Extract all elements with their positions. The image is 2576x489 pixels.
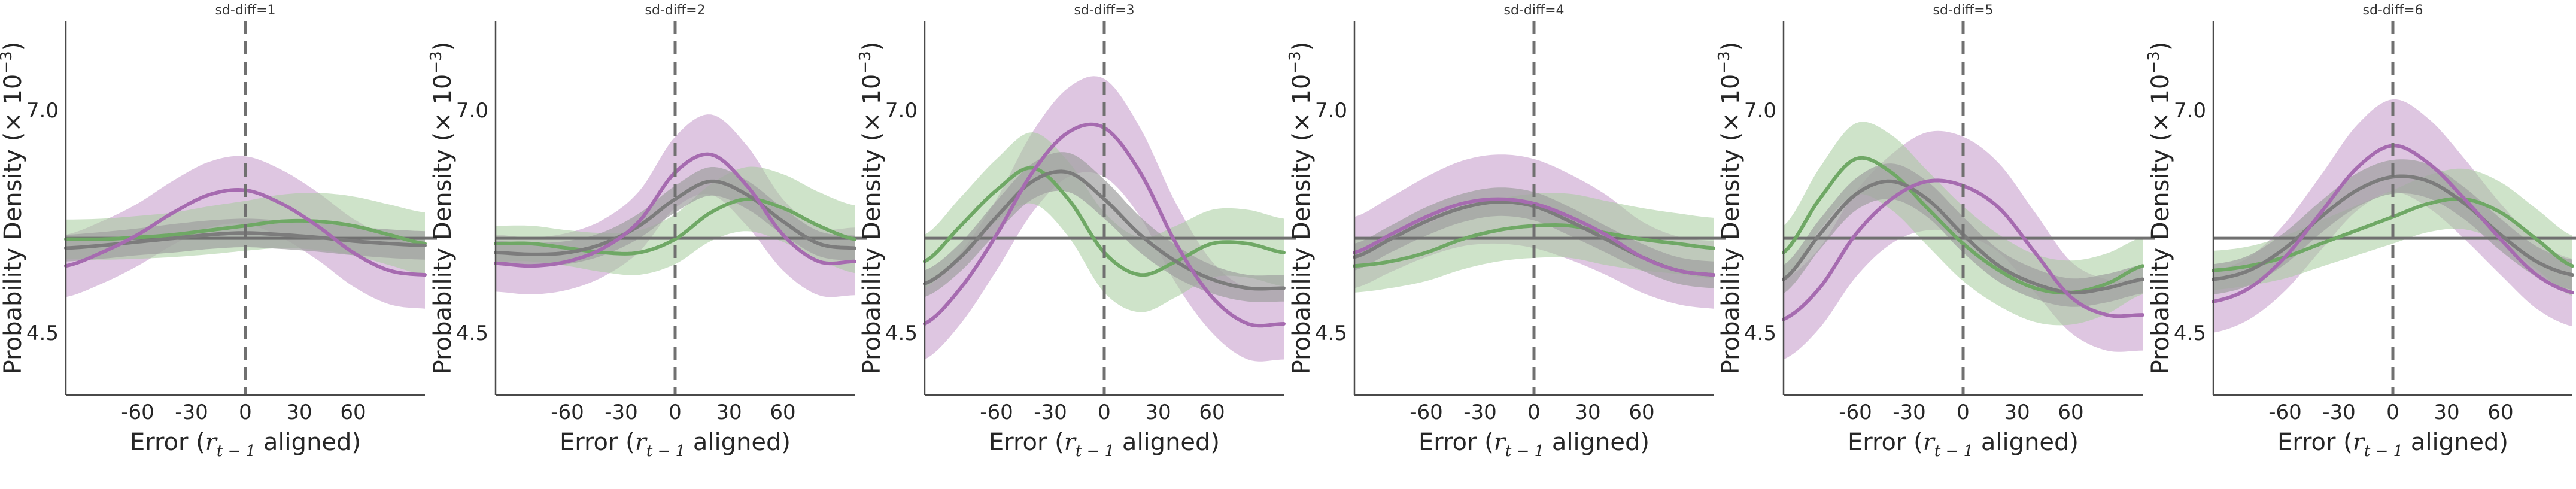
y-tick-label: 4.5 bbox=[885, 321, 918, 345]
x-tick-label: 0 bbox=[2386, 400, 2399, 424]
x-tick-label: -60 bbox=[2268, 400, 2302, 424]
panel-title: sd-diff=5 bbox=[1933, 3, 1993, 18]
panel-title: sd-diff=3 bbox=[1074, 3, 1134, 18]
y-tick-label: 7.0 bbox=[456, 99, 488, 123]
x-tick-label: 30 bbox=[1145, 400, 1171, 424]
y-tick-label: 4.5 bbox=[1744, 321, 1776, 345]
y-axis-label: Probability Density (× 10−3) bbox=[427, 42, 457, 375]
x-tick-label: -30 bbox=[175, 400, 208, 424]
y-axis-label: Probability Density (× 10−3) bbox=[1715, 42, 1745, 375]
x-tick-label: -60 bbox=[121, 400, 154, 424]
x-axis-label: Error (rt − 1 aligned) bbox=[1418, 429, 1650, 460]
x-tick-label: 30 bbox=[716, 400, 742, 424]
y-axis-label: Probability Density (× 10−3) bbox=[0, 42, 27, 375]
purple-confidence-band bbox=[66, 156, 425, 309]
x-tick-label: -30 bbox=[1892, 400, 1926, 424]
panel-1: sd-diff=1 -60 -30 0 30 60 4.5 7.0 Error (rt − 1 … bbox=[0, 3, 437, 460]
x-axis-label: Error (rt − 1 aligned) bbox=[2277, 429, 2508, 460]
panel-4: sd-diff=4 -60 -30 0 30 60 4.5 7.0 Error (rt − 1 … bbox=[1286, 3, 1726, 460]
x-tick-label: 60 bbox=[2487, 400, 2513, 424]
panel-title: sd-diff=2 bbox=[645, 3, 705, 18]
x-tick-label: 0 bbox=[1098, 400, 1111, 424]
x-tick-label: -30 bbox=[2322, 400, 2356, 424]
x-tick-label: -30 bbox=[604, 400, 638, 424]
y-tick-label: 4.5 bbox=[2174, 321, 2206, 345]
purple-confidence-band bbox=[925, 76, 1284, 362]
x-tick-label: -30 bbox=[1034, 400, 1067, 424]
x-tick-label: -60 bbox=[980, 400, 1013, 424]
x-tick-label: 0 bbox=[669, 400, 682, 424]
x-tick-label: -60 bbox=[551, 400, 584, 424]
panel-title: sd-diff=1 bbox=[215, 3, 275, 18]
y-tick-label: 7.0 bbox=[2174, 99, 2206, 123]
gray-confidence-band bbox=[496, 167, 855, 266]
x-tick-label: -30 bbox=[1463, 400, 1497, 424]
x-tick-label: -60 bbox=[1409, 400, 1443, 424]
panel-title: sd-diff=4 bbox=[1503, 3, 1564, 18]
x-axis-label: Error (rt − 1 aligned) bbox=[560, 429, 791, 460]
x-tick-label: 60 bbox=[1629, 400, 1654, 424]
y-tick-label: 7.0 bbox=[1744, 99, 1776, 123]
gray-confidence-band bbox=[925, 152, 1284, 302]
x-tick-label: 60 bbox=[1199, 400, 1225, 424]
gray-series-line bbox=[494, 179, 856, 256]
y-axis-label: Probability Density (× 10−3) bbox=[2145, 42, 2174, 375]
panel-3: sd-diff=3 -60 -30 0 30 60 4.5 7.0 Error (rt − 1 … bbox=[856, 3, 1296, 460]
x-axis-label: Error (rt − 1 aligned) bbox=[1848, 429, 2079, 460]
x-tick-label: 60 bbox=[770, 400, 795, 424]
x-tick-label: 0 bbox=[1527, 400, 1541, 424]
panel-5: sd-diff=5 -60 -30 0 30 60 4.5 7.0 Error (rt − 1 … bbox=[1715, 3, 2155, 460]
panel-2: sd-diff=2 -60 -30 0 30 60 4.5 7.0 Error (rt − 1 … bbox=[427, 3, 867, 460]
y-tick-label: 4.5 bbox=[1315, 321, 1347, 345]
x-tick-label: -60 bbox=[1839, 400, 1872, 424]
x-tick-label: 0 bbox=[1957, 400, 1970, 424]
x-tick-label: 60 bbox=[2058, 400, 2083, 424]
gray-confidence-band bbox=[66, 218, 425, 262]
x-tick-label: 30 bbox=[2004, 400, 2030, 424]
y-tick-label: 4.5 bbox=[26, 321, 59, 345]
y-axis-label: Probability Density (× 10−3) bbox=[856, 42, 886, 375]
x-axis-label: Error (rt − 1 aligned) bbox=[130, 429, 361, 460]
y-tick-label: 7.0 bbox=[26, 99, 59, 123]
y-tick-label: 4.5 bbox=[456, 321, 488, 345]
y-tick-label: 7.0 bbox=[1315, 99, 1347, 123]
y-tick-label: 7.0 bbox=[885, 99, 918, 123]
x-tick-label: 30 bbox=[286, 400, 312, 424]
panel-6: sd-diff=6 -60 -30 0 30 60 4.5 7.0 Error (rt − 1 … bbox=[2145, 3, 2576, 460]
gray-series-line bbox=[2212, 174, 2574, 281]
x-tick-label: 0 bbox=[239, 400, 252, 424]
x-tick-label: 30 bbox=[1575, 400, 1600, 424]
y-axis-label: Probability Density (× 10−3) bbox=[1286, 42, 1316, 375]
green-series-line bbox=[494, 197, 856, 256]
gray-series-line bbox=[923, 169, 1286, 291]
panel-title: sd-diff=6 bbox=[2362, 3, 2423, 18]
x-tick-label: 60 bbox=[340, 400, 366, 424]
x-tick-label: 30 bbox=[2434, 400, 2459, 424]
x-axis-label: Error (rt − 1 aligned) bbox=[989, 429, 1220, 460]
purple-series-line bbox=[1353, 197, 1715, 277]
